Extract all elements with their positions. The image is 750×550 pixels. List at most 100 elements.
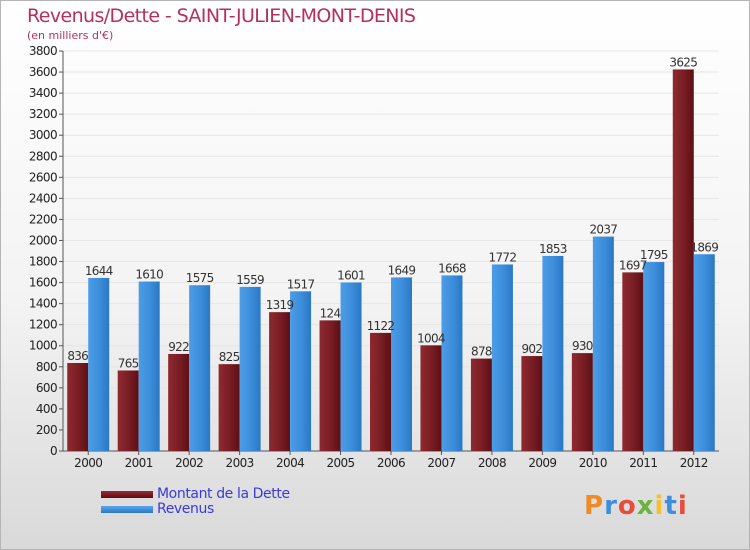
bar-revenue (189, 285, 211, 451)
data-label-debt: 930 (572, 339, 593, 353)
bar-debt (168, 353, 190, 451)
x-tick-label: 2008 (478, 456, 506, 470)
x-tick-label: 2010 (579, 456, 607, 470)
legend-label-debt: Montant de la Dette (157, 486, 290, 502)
logo-letter: o (617, 491, 637, 521)
bar-revenue (340, 282, 362, 451)
data-label-debt: 836 (67, 349, 88, 363)
legend-swatch-revenue (101, 506, 153, 513)
data-label-revenue: 2037 (589, 223, 617, 237)
y-tick-label: 2000 (29, 233, 57, 247)
proxiti-logo: Proxiti (584, 491, 688, 521)
bar-revenue (88, 277, 110, 451)
data-label-revenue: 1772 (489, 250, 517, 264)
x-tick-label: 2003 (226, 456, 254, 470)
x-tick-label: 2007 (427, 456, 455, 470)
x-tick-label: 2002 (175, 456, 203, 470)
bar-debt (470, 358, 492, 451)
data-label-revenue: 1575 (186, 271, 214, 285)
logo-letter: r (604, 491, 618, 521)
y-tick-label: 2600 (29, 170, 57, 184)
y-tick-label: 600 (36, 381, 57, 395)
bar-debt (319, 320, 341, 451)
bar-revenue (592, 236, 614, 451)
x-tick-label: 2006 (377, 456, 405, 470)
data-label-revenue: 1649 (388, 263, 416, 277)
data-label-debt: 1319 (266, 298, 294, 312)
data-label-debt: 922 (168, 340, 189, 354)
y-tick-label: 1600 (29, 276, 57, 290)
y-tick-label: 3800 (29, 44, 57, 58)
chart-title: Revenus/Dette - SAINT-JULIEN-MONT-DENIS (27, 5, 416, 27)
y-tick-label: 1800 (29, 255, 57, 269)
bar-debt (117, 370, 139, 451)
data-label-revenue: 1517 (287, 277, 315, 291)
bar-revenue (491, 264, 513, 451)
data-label-revenue: 1644 (85, 264, 113, 278)
data-label-debt: 3625 (669, 55, 697, 69)
y-tick-label: 200 (36, 423, 57, 437)
bar-debt (521, 356, 543, 451)
bar-debt (67, 363, 89, 451)
logo-letter: P (584, 491, 605, 521)
y-tick-label: 3000 (29, 128, 57, 142)
legend-item-debt: Montant de la Dette (1, 486, 321, 503)
bar-debt (370, 332, 391, 451)
bar-revenue (441, 275, 463, 451)
bar-revenue (542, 255, 564, 451)
bar-debt (672, 69, 694, 451)
data-label-debt: 1004 (417, 331, 445, 345)
data-label-revenue: 1853 (539, 242, 567, 256)
bar-debt (420, 345, 442, 451)
data-label-debt: 878 (471, 345, 492, 359)
logo-letter: t (664, 491, 678, 521)
y-tick-label: 3200 (29, 107, 57, 121)
bar-revenue (391, 277, 412, 451)
y-tick-label: 0 (50, 444, 57, 458)
data-label-revenue: 1795 (640, 248, 668, 262)
data-label-debt: 765 (118, 356, 139, 370)
y-tick-label: 1400 (29, 297, 57, 311)
bar-debt (218, 364, 240, 451)
y-tick-label: 2200 (29, 212, 57, 226)
data-label-debt: 124 (320, 306, 341, 320)
y-tick-label: 3400 (29, 86, 57, 100)
bar-revenue (693, 254, 715, 451)
data-label-revenue: 1869 (690, 240, 718, 254)
y-tick-label: 1000 (29, 339, 57, 353)
data-label-debt: 1697 (619, 258, 647, 272)
x-tick-label: 2001 (125, 456, 153, 470)
y-tick-label: 2800 (29, 149, 57, 163)
x-tick-label: 2004 (276, 456, 304, 470)
x-tick-label: 2000 (74, 456, 102, 470)
x-tick-label: 2005 (326, 456, 354, 470)
data-label-debt: 1122 (367, 319, 395, 333)
data-label-revenue: 1610 (135, 268, 163, 282)
bar-revenue (643, 262, 665, 451)
bar-debt (622, 272, 644, 451)
legend-item-revenue: Revenus (1, 501, 321, 518)
bar-revenue (138, 281, 160, 451)
data-label-revenue: 1559 (236, 273, 264, 287)
bar-debt (269, 312, 291, 451)
x-tick-label: 2012 (680, 456, 708, 470)
logo-letter: x (636, 491, 655, 521)
bar-revenue (290, 291, 312, 451)
chart-subtitle: (en milliers d'€) (27, 29, 114, 42)
y-tick-label: 1200 (29, 318, 57, 332)
data-label-debt: 902 (521, 342, 542, 356)
y-tick-label: 2400 (29, 191, 57, 205)
y-tick-label: 3600 (29, 65, 57, 79)
data-label-debt: 825 (219, 350, 240, 364)
x-tick-label: 2009 (528, 456, 556, 470)
bar-revenue (239, 286, 261, 451)
data-label-revenue: 1668 (438, 261, 466, 275)
y-tick-label: 800 (36, 360, 57, 374)
logo-letter: i (654, 491, 665, 521)
y-tick-label: 400 (36, 402, 57, 416)
legend-label-revenue: Revenus (157, 501, 214, 517)
bar-debt (571, 353, 593, 451)
x-tick-label: 2011 (629, 456, 657, 470)
